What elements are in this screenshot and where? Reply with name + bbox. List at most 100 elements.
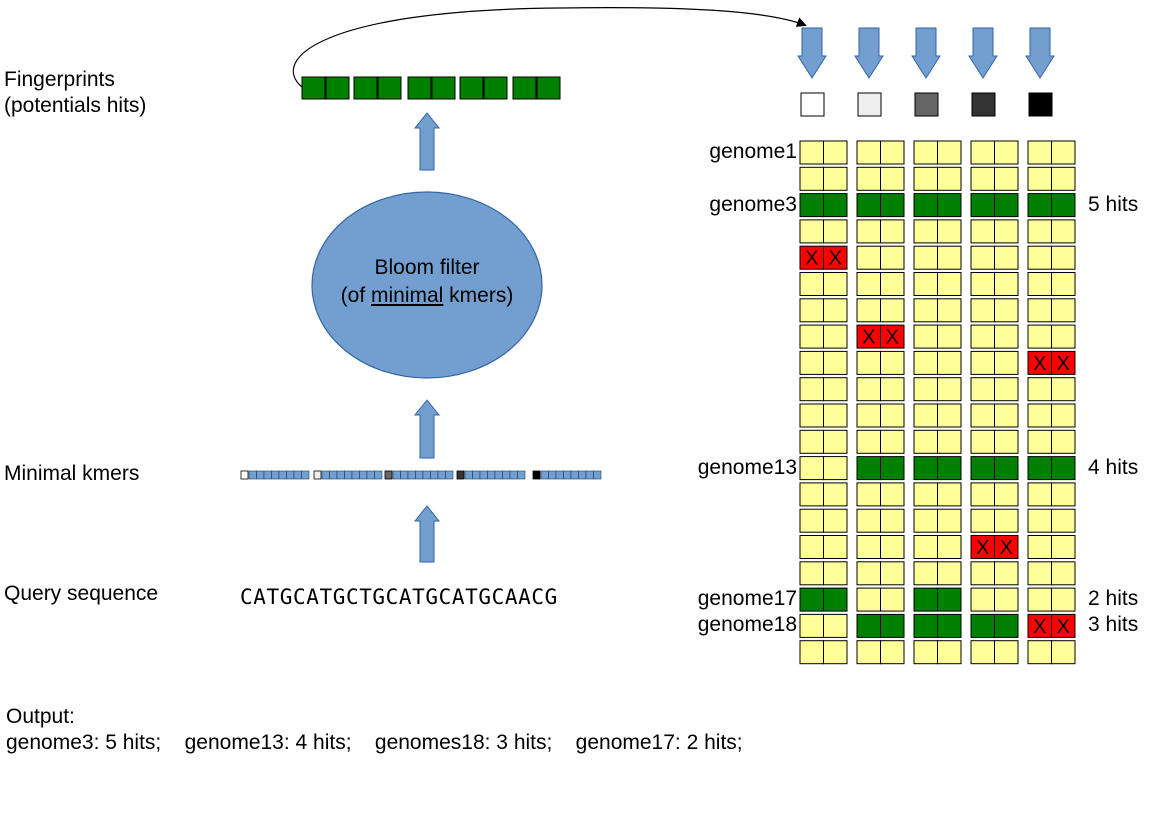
fingerprints-sublabel: (potentials hits) (4, 94, 147, 117)
kmer-cell (555, 470, 564, 480)
kmer-cell (585, 470, 594, 480)
grid-cell (823, 377, 848, 402)
fingerprint-bit (377, 76, 402, 100)
grid-cell (1051, 350, 1076, 375)
grid-cell (913, 298, 938, 323)
kmer-cell (494, 470, 503, 480)
grid-cell (937, 613, 962, 638)
grid-cell (1051, 482, 1076, 507)
grid-cell (970, 219, 995, 244)
fingerprint-bit (325, 76, 350, 100)
grid-cell (970, 193, 995, 218)
genome-label: genome1 (709, 140, 797, 163)
kmer-cell (263, 470, 272, 480)
kmer-marker (384, 470, 393, 480)
grid-cell (880, 508, 905, 533)
query-sequence-value: CATGCATGCTGCATGCATGCAACG (240, 585, 558, 609)
grid-cell (799, 298, 824, 323)
kmer-cell (464, 470, 473, 480)
kmer-cell (248, 470, 257, 480)
column-marker-square (1028, 92, 1053, 117)
grid-cell (970, 298, 995, 323)
grid-cell (823, 193, 848, 218)
grid-cell (913, 613, 938, 638)
grid-cell (880, 298, 905, 323)
grid-cell (994, 377, 1019, 402)
false-positive-mark: X (1057, 616, 1070, 638)
grid-cell (823, 219, 848, 244)
kmer-cell (321, 470, 330, 480)
grid-cell (913, 508, 938, 533)
grid-cell (994, 613, 1019, 638)
column-marker-square (800, 92, 825, 117)
grid-cell (970, 403, 995, 428)
grid-cell (994, 350, 1019, 375)
grid-cell (970, 272, 995, 296)
grid-cell (880, 456, 905, 481)
grid-cell (1027, 298, 1052, 323)
grid-cell (880, 587, 905, 612)
grid-cell (994, 429, 1019, 454)
grid-cell (994, 535, 1019, 559)
grid-cell (823, 535, 848, 559)
grid-cell (1027, 403, 1052, 428)
grid-cell (913, 535, 938, 559)
grid-cell (1027, 508, 1052, 533)
kmer-marker (313, 470, 322, 480)
column-markers (800, 92, 1053, 117)
grid-cell (1051, 245, 1076, 270)
grid-cell (856, 219, 881, 244)
false-positive-mark: X (1033, 616, 1046, 638)
grid-cell (799, 324, 824, 349)
grid-cell (880, 377, 905, 402)
grid-cell (994, 508, 1019, 533)
false-positive-mark: X (1033, 353, 1046, 375)
grid-cell (1051, 324, 1076, 349)
flow-arrows (413, 112, 441, 563)
grid-cell (856, 140, 881, 165)
fingerprint-bit (459, 76, 484, 100)
grid-cell (823, 613, 848, 638)
kmer-cell (351, 470, 360, 480)
grid-cell (1051, 140, 1076, 165)
grid-cell (994, 298, 1019, 323)
minimal-kmers-label: Minimal kmers (4, 462, 140, 485)
grid-cell (937, 377, 962, 402)
grid-cell (799, 613, 824, 638)
false-positive-mark: X (886, 327, 899, 349)
kmer-cell (593, 470, 602, 480)
grid-cell (856, 508, 881, 533)
fingerprint-bit (301, 76, 326, 100)
grid-cell (856, 377, 881, 402)
grid-cell (913, 482, 938, 507)
grid-cell (823, 324, 848, 349)
grid-cell (823, 245, 848, 270)
grid-cell (1051, 640, 1076, 665)
grid-cell (823, 587, 848, 612)
grid-cell (1051, 456, 1076, 481)
grid-cell (1051, 429, 1076, 454)
grid-cell (937, 193, 962, 218)
grid-cell (937, 508, 962, 533)
false-positive-mark: X (805, 248, 818, 270)
grid-cell (913, 245, 938, 270)
grid-cell (799, 377, 824, 402)
grid-cell (937, 166, 962, 191)
kmer-cell (517, 470, 526, 480)
kmer-cell (301, 470, 310, 480)
grid-cell (1051, 508, 1076, 533)
kmer-marker (240, 470, 249, 480)
kmer-cell (359, 470, 368, 480)
grid-cell (994, 324, 1019, 349)
grid-cell (970, 166, 995, 191)
grid-cell (994, 245, 1019, 270)
grid-cell (799, 561, 824, 586)
grid-cell (799, 482, 824, 507)
output-title: Output: (6, 705, 75, 728)
grid-cell (1027, 640, 1052, 665)
grid-cell (994, 587, 1019, 612)
kmer-cell (400, 470, 409, 480)
grid-cell (880, 640, 905, 665)
grid-cell (880, 429, 905, 454)
